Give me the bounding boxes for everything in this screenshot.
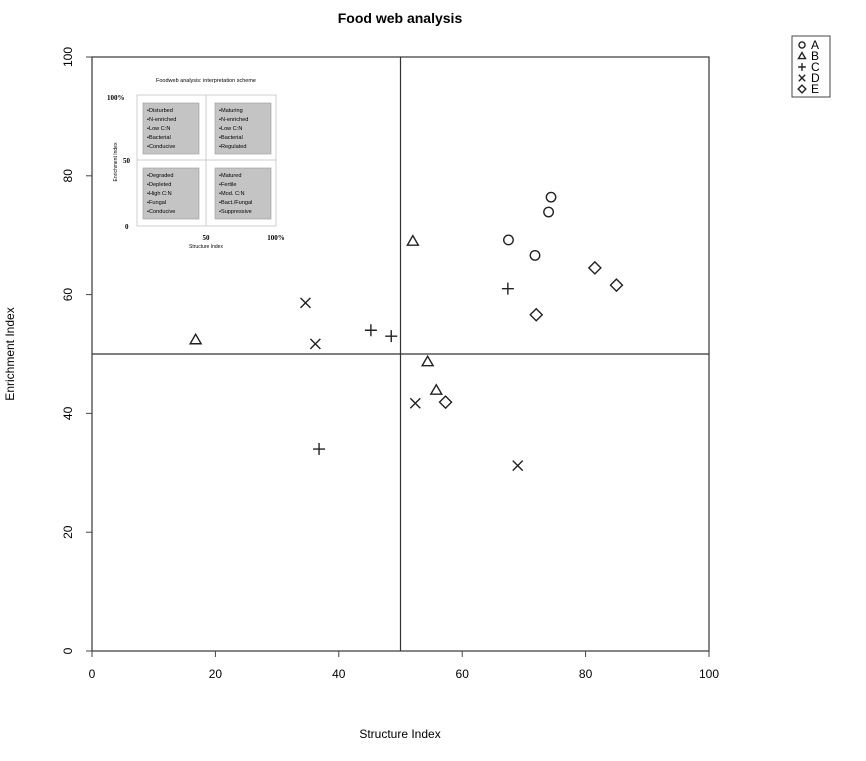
data-point-e — [438, 395, 453, 410]
x-tick-label: 100 — [699, 667, 719, 681]
inset-cell-text: •Fertile — [219, 182, 237, 188]
inset-cell-text: •Low C:N — [219, 126, 242, 132]
inset-y-tick-0: 0 — [125, 223, 129, 231]
legend-marker-b — [797, 51, 807, 60]
inset-quadrant-top-right — [214, 102, 272, 155]
inset-quadrant-bottom-right — [214, 167, 272, 220]
inset-y-label: Enrichment Index — [113, 142, 119, 181]
inset-quadrant-bottom-left — [142, 167, 200, 220]
inset-cell-text: •Maturing — [219, 108, 243, 114]
data-point-d — [309, 338, 321, 350]
inset-cell-text: •Bacterial — [219, 135, 243, 141]
axes: 0 20 40 60 80 100 0 20 40 60 80 100 — [61, 47, 719, 681]
x-tick-label: 0 — [89, 667, 96, 681]
legend-label-c: C — [811, 60, 820, 74]
inset-quadrant-top-left-text: •Disturbed •N-enriched •Low C:N •Bacteri… — [147, 108, 176, 150]
inset-title: Foodweb analysis: interpretation scheme — [156, 78, 256, 84]
x-tick-label: 20 — [209, 667, 223, 681]
inset-quadrant-bottom-left-text: •Degraded •Depleted •High C:N •Fungal •C… — [147, 173, 175, 215]
legend-marker-e — [797, 84, 807, 94]
inset-x-tick-100: 100% — [267, 234, 285, 242]
legend-label-a: A — [811, 38, 819, 52]
inset-cell-text: •N-enriched — [219, 117, 248, 123]
inset-cell-text: •Disturbed — [147, 108, 173, 114]
inset-quadrant-top-left — [142, 102, 200, 155]
inset-cell-text: •Bacterial — [147, 135, 171, 141]
reference-lines — [92, 57, 709, 651]
legend-marker-c — [798, 63, 806, 71]
x-axis-label: Structure Index — [359, 727, 440, 741]
data-point-c — [313, 443, 326, 456]
data-point-b — [188, 332, 203, 345]
data-point-c — [364, 324, 377, 337]
data-point-d — [409, 397, 421, 409]
data-point-a — [529, 249, 541, 261]
inset-cell-text: •Regulated — [219, 144, 246, 150]
data-point-a — [545, 191, 557, 203]
inset-cell-text: •Degraded — [147, 173, 174, 179]
x-tick-label: 80 — [579, 667, 593, 681]
y-tick-label: 100 — [61, 47, 75, 67]
data-point-d — [299, 297, 311, 309]
y-tick-label: 40 — [61, 406, 75, 420]
inset-cell-text: •High C:N — [147, 191, 172, 197]
y-tick-label: 20 — [61, 525, 75, 539]
x-tick-label: 60 — [456, 667, 470, 681]
inset-cell-text: •Bact./Fungal — [219, 200, 252, 206]
inset-x-tick-50: 50 — [203, 234, 211, 242]
y-tick-label: 80 — [61, 169, 75, 183]
x-tick-label: 40 — [332, 667, 346, 681]
inset-cell-text: •Low C:N — [147, 126, 170, 132]
inset-cell-text: •Fungal — [147, 200, 166, 206]
y-tick-label: 60 — [61, 288, 75, 302]
data-point-b — [406, 234, 420, 246]
data-point-a — [543, 206, 555, 218]
inset-cell-text: •Mod. C:N — [219, 191, 245, 197]
data-point-e — [529, 307, 544, 322]
inset-interpretation-scheme: Foodweb analysis: interpretation scheme … — [107, 78, 285, 250]
data-point-c — [501, 282, 514, 295]
data-point-e — [609, 278, 624, 293]
inset-cell-text: •Conducive — [147, 144, 175, 150]
inset-quadrant-top-right-text: •Maturing •N-enriched •Low C:N •Bacteria… — [219, 108, 248, 150]
y-tick-label: 0 — [61, 647, 75, 654]
legend-label-b: B — [811, 49, 819, 63]
data-points — [188, 191, 624, 472]
inset-x-label: Structure Index — [189, 244, 223, 250]
legend-label-e: E — [811, 82, 819, 96]
data-point-a — [503, 234, 514, 246]
data-point-d — [512, 460, 524, 472]
data-point-b — [429, 383, 444, 395]
inset-cell-text: •N-enriched — [147, 117, 176, 123]
legend-label-d: D — [811, 71, 820, 85]
inset-cell-text: •Suppressive — [219, 209, 252, 215]
legend-marker-d — [798, 74, 806, 82]
inset-cell-text: •Depleted — [147, 182, 171, 188]
data-point-e — [587, 260, 602, 275]
y-axis-label: Enrichment Index — [3, 307, 17, 400]
inset-plot-frame — [136, 94, 277, 227]
chart-title: Food web analysis — [338, 10, 463, 26]
inset-y-tick-100: 100% — [107, 94, 125, 102]
data-point-c — [385, 330, 398, 343]
inset-cell-text: •Conducive — [147, 209, 175, 215]
inset-cell-text: •Matured — [219, 173, 241, 179]
data-point-b — [420, 354, 435, 367]
inset-y-tick-50: 50 — [123, 157, 131, 165]
inset-quadrant-bottom-right-text: •Matured •Fertile •Mod. C:N •Bact./Funga… — [219, 173, 252, 215]
legend-marker-a — [798, 41, 806, 49]
